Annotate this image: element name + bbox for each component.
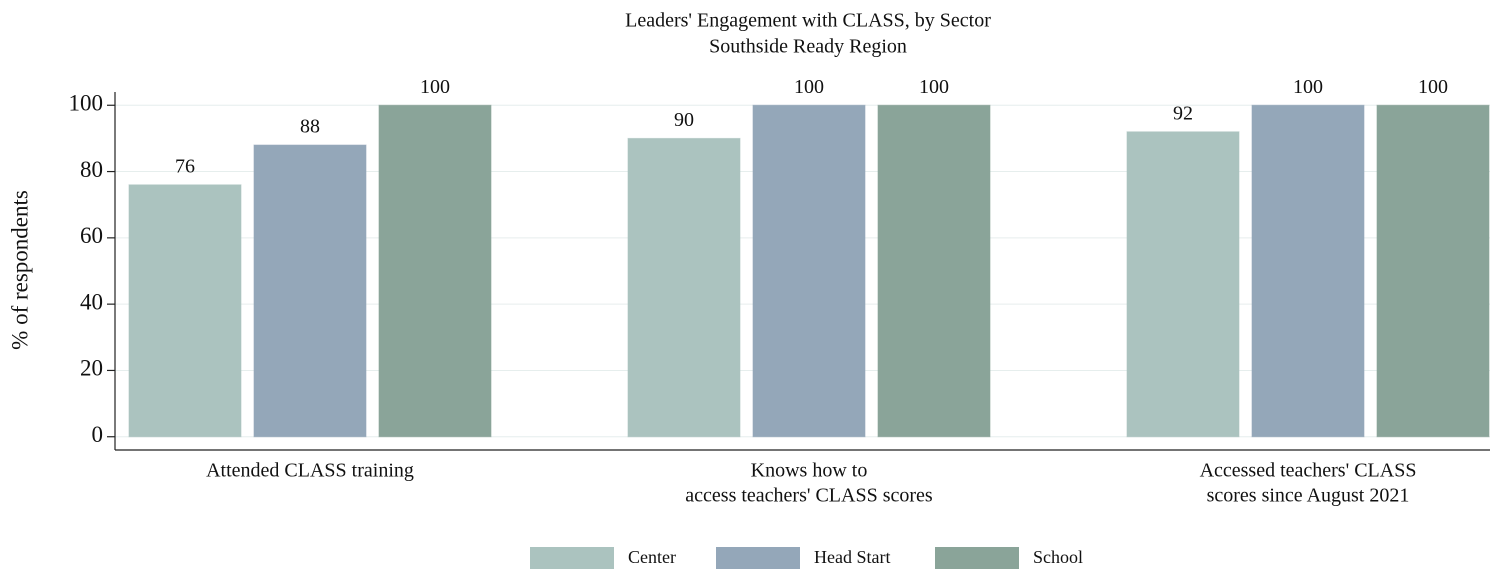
data-label: 88	[300, 116, 320, 138]
chart-title: Leaders' Engagement with CLASS, by Secto…	[625, 10, 991, 32]
x-tick-label: scores since August 2021	[1207, 485, 1410, 507]
data-label: 100	[420, 76, 450, 98]
legend-swatch	[935, 547, 1019, 569]
data-label: 100	[794, 76, 824, 98]
y-tick-label: 80	[80, 157, 103, 182]
bar	[1251, 104, 1365, 438]
legend-label: Head Start	[814, 547, 890, 567]
y-tick-label: 20	[80, 356, 103, 381]
x-tick-label: access teachers' CLASS scores	[685, 485, 933, 507]
bar	[1126, 131, 1240, 438]
legend-swatch	[716, 547, 800, 569]
legend-label: Center	[628, 547, 676, 567]
data-label: 90	[674, 109, 694, 131]
data-label: 100	[1418, 76, 1448, 98]
x-tick-label: Attended CLASS training	[206, 460, 414, 482]
data-label: 100	[1293, 76, 1323, 98]
y-tick-label: 100	[69, 91, 104, 116]
data-label: 92	[1173, 102, 1193, 124]
data-label: 100	[919, 76, 949, 98]
y-tick-label: 0	[92, 422, 104, 447]
y-tick-label: 60	[80, 223, 103, 248]
x-tick-label: Knows how to	[751, 460, 868, 482]
bar	[877, 104, 991, 438]
bar	[253, 144, 367, 438]
y-axis-label: % of respondents	[7, 190, 32, 350]
legend-swatch	[530, 547, 614, 569]
data-label: 76	[175, 155, 195, 177]
bar	[627, 137, 741, 438]
bar	[378, 104, 492, 438]
x-tick-label: Accessed teachers' CLASS	[1200, 460, 1417, 482]
bar	[128, 184, 242, 438]
y-tick-label: 40	[80, 289, 103, 314]
chart-subtitle: Southside Ready Region	[709, 36, 907, 58]
bar	[1376, 104, 1490, 438]
bar	[752, 104, 866, 438]
legend-label: School	[1033, 547, 1083, 567]
